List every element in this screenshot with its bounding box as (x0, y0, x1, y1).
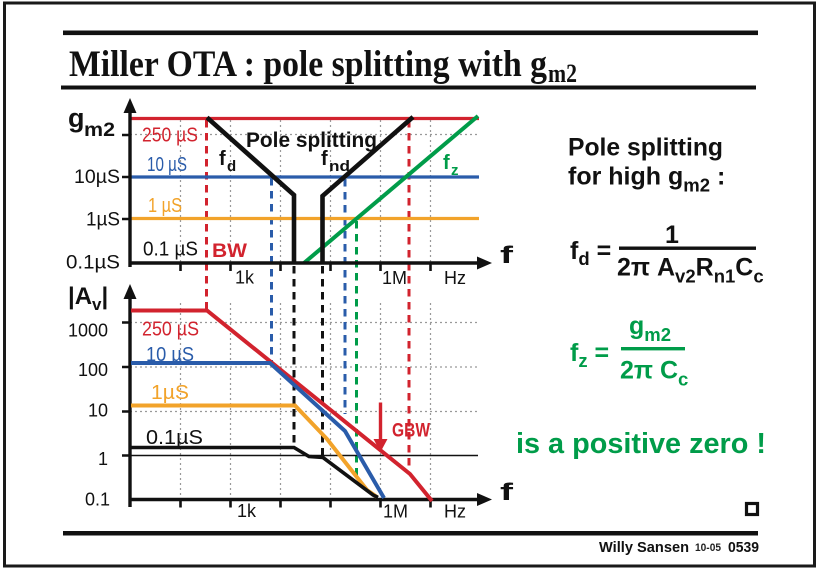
svg-text:0.1µS: 0.1µS (146, 427, 203, 449)
svg-text:10: 10 (88, 401, 108, 421)
svg-text:Pole splitting: Pole splitting (246, 128, 377, 152)
svg-text:Hz: Hz (444, 268, 466, 288)
svg-text:1k: 1k (237, 501, 257, 521)
svg-text:f: f (500, 479, 515, 506)
svg-text:f: f (500, 242, 515, 269)
svg-text:250 µS: 250 µS (142, 125, 198, 147)
svg-text:g: g (68, 103, 85, 133)
svg-text:0.1µS: 0.1µS (66, 253, 120, 274)
svg-text:m2: m2 (84, 119, 115, 141)
svg-text:10 µS: 10 µS (146, 344, 194, 366)
svg-text:1M: 1M (382, 268, 407, 288)
svg-text:2π Cc: 2π Cc (620, 357, 688, 390)
svg-text:f: f (321, 148, 328, 170)
svg-text:BW: BW (212, 241, 247, 262)
svg-text:0.1 µS: 0.1 µS (143, 239, 198, 261)
svg-text:nd: nd (329, 158, 350, 175)
svg-text:Hz: Hz (444, 502, 466, 522)
svg-text:for high gm2 :: for high gm2 : (568, 163, 725, 196)
svg-text:f: f (219, 148, 226, 170)
svg-text:d: d (227, 158, 236, 175)
svg-text:250 µS: 250 µS (142, 319, 199, 341)
svg-text:m2: m2 (548, 59, 577, 88)
svg-text:100: 100 (78, 360, 108, 380)
svg-text:is a positive zero !: is a positive zero ! (516, 428, 766, 460)
svg-text:gm2: gm2 (629, 312, 671, 345)
svg-text:fd =: fd = (570, 237, 611, 269)
svg-text:1000: 1000 (68, 321, 108, 341)
svg-text:1k: 1k (235, 268, 255, 288)
svg-text:1M: 1M (383, 502, 408, 522)
svg-text:GBW: GBW (392, 421, 430, 442)
svg-text:10 µS: 10 µS (147, 154, 187, 176)
svg-text:1µS: 1µS (151, 382, 189, 404)
svg-text:Miller OTA : pole splitting wi: Miller OTA : pole splitting with g (69, 44, 547, 85)
svg-text:1µS: 1µS (86, 210, 120, 231)
svg-text:0539: 0539 (728, 539, 759, 556)
svg-text:f: f (443, 152, 450, 174)
svg-text:10-05: 10-05 (695, 542, 721, 554)
svg-text:2π Av2Rn1Cc: 2π Av2Rn1Cc (617, 254, 764, 287)
svg-text:1 µS: 1 µS (148, 195, 182, 217)
svg-text:1: 1 (665, 221, 679, 249)
svg-text:0.1: 0.1 (85, 490, 110, 510)
svg-text:1: 1 (98, 449, 108, 469)
svg-text:10µS: 10µS (74, 167, 120, 188)
svg-text:Pole splitting: Pole splitting (568, 134, 723, 162)
svg-text:z: z (451, 162, 459, 179)
svg-text:fz =: fz = (570, 339, 609, 371)
svg-text:Willy Sansen: Willy Sansen (599, 539, 689, 556)
svg-text:|Av|: |Av| (68, 283, 108, 314)
